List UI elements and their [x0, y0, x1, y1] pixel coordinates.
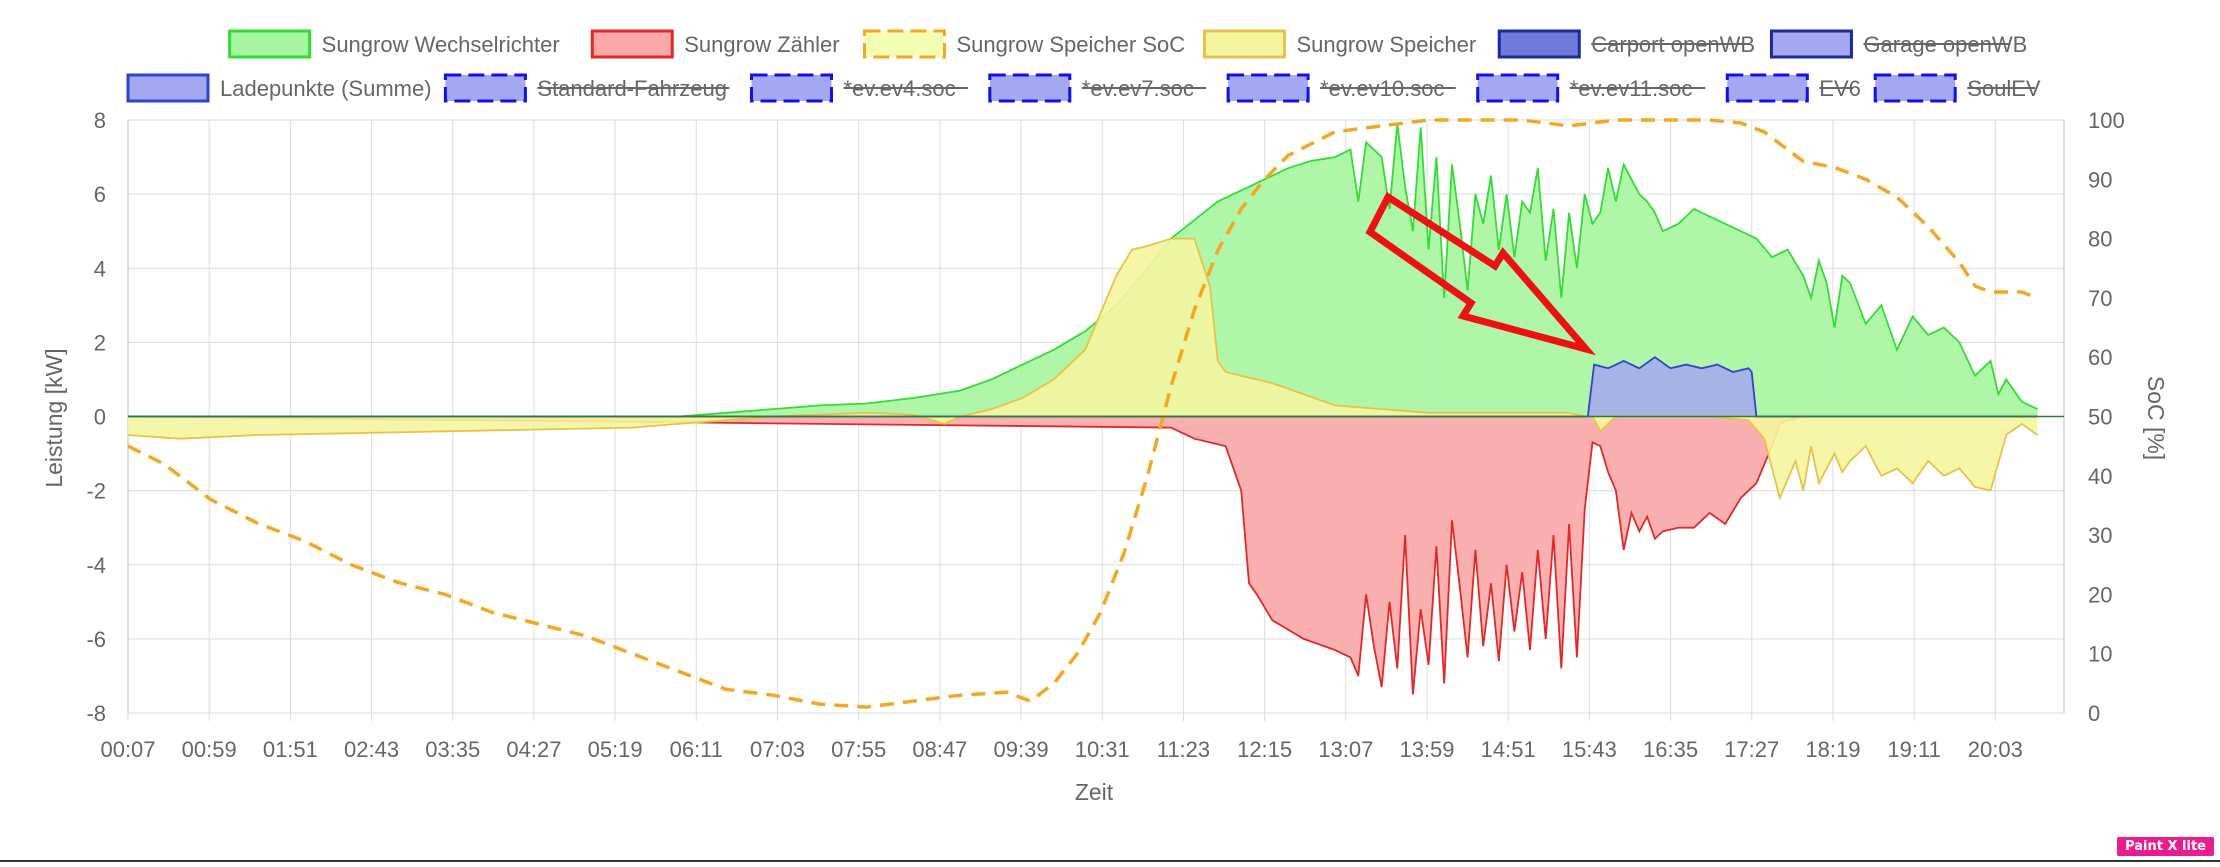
y-tick-label-4: 0 — [94, 405, 106, 430]
y-tick-label-7: -6 — [86, 627, 106, 652]
legend-swatch — [228, 29, 312, 59]
series-areas — [127, 118, 2064, 709]
legend-swatch — [1873, 73, 1957, 103]
legend-swatch — [1476, 73, 1560, 103]
legend-swatch — [862, 29, 946, 59]
y-tick-label-3: 2 — [94, 330, 106, 355]
x-tick-label-22: 19:11 — [1887, 737, 1940, 762]
legend-swatch — [750, 73, 833, 103]
x-tick-label-0: 00:07 — [100, 737, 155, 762]
series-area-0 — [128, 416, 2038, 695]
y-tick-label-0: 8 — [94, 108, 106, 133]
y2-tick-label-0: 100 — [2088, 108, 2125, 133]
x-tick-label-23: 20:03 — [1968, 737, 2023, 762]
annotation — [1365, 191, 1597, 356]
legend-item-6[interactable]: Ladepunkte (Summe) — [126, 73, 432, 103]
x-tick-label-15: 13:07 — [1318, 737, 1373, 762]
y2-tick-label-4: 60 — [2088, 345, 2112, 370]
legend-swatch — [443, 73, 527, 103]
y-axis-title: Leistung [kW] — [41, 348, 67, 487]
legend-label: Sungrow Speicher SoC — [956, 32, 1185, 57]
y2-tick-label-1: 90 — [2088, 167, 2112, 192]
x-tick-label-20: 17:27 — [1724, 737, 1779, 762]
legend-item-7[interactable]: Standard-Fahrzeug — [443, 73, 730, 103]
legend-swatch — [1497, 29, 1581, 59]
x-tick-label-5: 04:27 — [506, 737, 561, 762]
window-bottom-border — [0, 860, 2220, 862]
x-tick-label-1: 00:59 — [182, 737, 237, 762]
series-line-2 — [127, 237, 2039, 501]
y-tick-label-8: -8 — [86, 701, 106, 726]
y2-tick-label-7: 30 — [2088, 523, 2112, 548]
legend-label: Sungrow Zähler — [684, 32, 839, 57]
legend-label: Ladepunkte (Summe) — [220, 76, 432, 101]
x-tick-label-10: 08:47 — [912, 737, 967, 762]
x-tick-label-8: 07:03 — [750, 737, 805, 762]
legend-item-12[interactable]: EV6 — [1725, 73, 1861, 103]
series-line-3 — [128, 356, 2038, 418]
legend-item-9[interactable]: *ev.ev7.soc — [988, 73, 1207, 103]
legend-item-1[interactable]: Sungrow Zähler — [590, 29, 840, 59]
x-tick-label-19: 16:35 — [1643, 737, 1698, 762]
y2-tick-label-2: 80 — [2088, 227, 2112, 252]
legend-swatch — [1725, 73, 1809, 103]
legend-item-0[interactable]: Sungrow Wechselrichter — [228, 29, 560, 59]
legend-swatch — [1226, 73, 1310, 103]
legend-item-5[interactable]: Garage openWB — [1769, 29, 2027, 59]
x-tick-label-2: 01:51 — [263, 737, 318, 762]
x-tick-label-18: 15:43 — [1562, 737, 1617, 762]
y2-axis-title: SoC [%] — [2143, 376, 2169, 460]
legend-item-13[interactable]: SoulEV — [1873, 73, 2041, 103]
red-arrow-annotation — [1365, 191, 1597, 356]
x-tick-label-9: 07:55 — [831, 737, 886, 762]
legend-item-3[interactable]: Sungrow Speicher — [1202, 29, 1476, 59]
y-tick-label-6: -4 — [86, 553, 106, 578]
legend-swatch — [590, 29, 674, 59]
legend-item-4[interactable]: Carport openWB — [1497, 29, 1755, 59]
series-line-soc — [127, 118, 2039, 709]
x-tick-label-11: 09:39 — [994, 737, 1049, 762]
x-tick-label-7: 06:11 — [670, 737, 723, 762]
x-tick-label-21: 18:19 — [1805, 737, 1860, 762]
legend-swatch — [1769, 29, 1853, 59]
y2-tick-label-10: 0 — [2088, 701, 2100, 726]
x-tick-label-12: 10:31 — [1075, 737, 1130, 762]
legend-item-2[interactable]: Sungrow Speicher SoC — [862, 29, 1185, 59]
paint-x-lite-badge: Paint X lite — [2117, 837, 2214, 856]
x-tick-label-3: 02:43 — [344, 737, 399, 762]
legend-label: Sungrow Wechselrichter — [322, 32, 560, 57]
legend-item-11[interactable]: *ev.ev11.soc — [1476, 73, 1706, 103]
series-line-0 — [127, 415, 2038, 695]
series-area-2 — [128, 238, 2038, 498]
x-tick-label-6: 05:19 — [588, 737, 643, 762]
y2-tick-label-5: 50 — [2088, 405, 2112, 430]
x-tick-label-13: 11:23 — [1157, 737, 1210, 762]
x-tick-label-4: 03:35 — [425, 737, 480, 762]
y-tick-label-2: 4 — [94, 256, 106, 281]
x-tick-label-16: 13:59 — [1399, 737, 1454, 762]
legend-swatch — [988, 73, 1072, 103]
x-tick-label-17: 14:51 — [1481, 737, 1536, 762]
legend-item-10[interactable]: *ev.ev10.soc — [1226, 73, 1456, 103]
y2-tick-label-3: 70 — [2088, 286, 2112, 311]
y-tick-label-1: 6 — [94, 182, 106, 207]
series-area-3 — [128, 357, 2038, 417]
legend[interactable]: Sungrow Wechselrichter Sungrow Zähler Sung… — [126, 29, 2041, 103]
x-tick-label-14: 12:15 — [1237, 737, 1292, 762]
y-tick-label-5: -2 — [86, 479, 106, 504]
legend-swatch — [126, 73, 210, 103]
axes: 86420-2-4-6-8100908070605040302010000:07… — [86, 108, 2124, 762]
legend-item-8[interactable]: *ev.ev4.soc — [750, 73, 968, 103]
x-axis-title: Zeit — [1075, 779, 1114, 805]
y2-tick-label-6: 40 — [2088, 464, 2112, 489]
y2-tick-label-9: 10 — [2088, 642, 2112, 667]
series-line-1 — [128, 123, 2038, 418]
legend-swatch — [1202, 29, 1286, 59]
y2-tick-label-8: 20 — [2088, 582, 2112, 607]
legend-label: Sungrow Speicher — [1296, 32, 1476, 57]
